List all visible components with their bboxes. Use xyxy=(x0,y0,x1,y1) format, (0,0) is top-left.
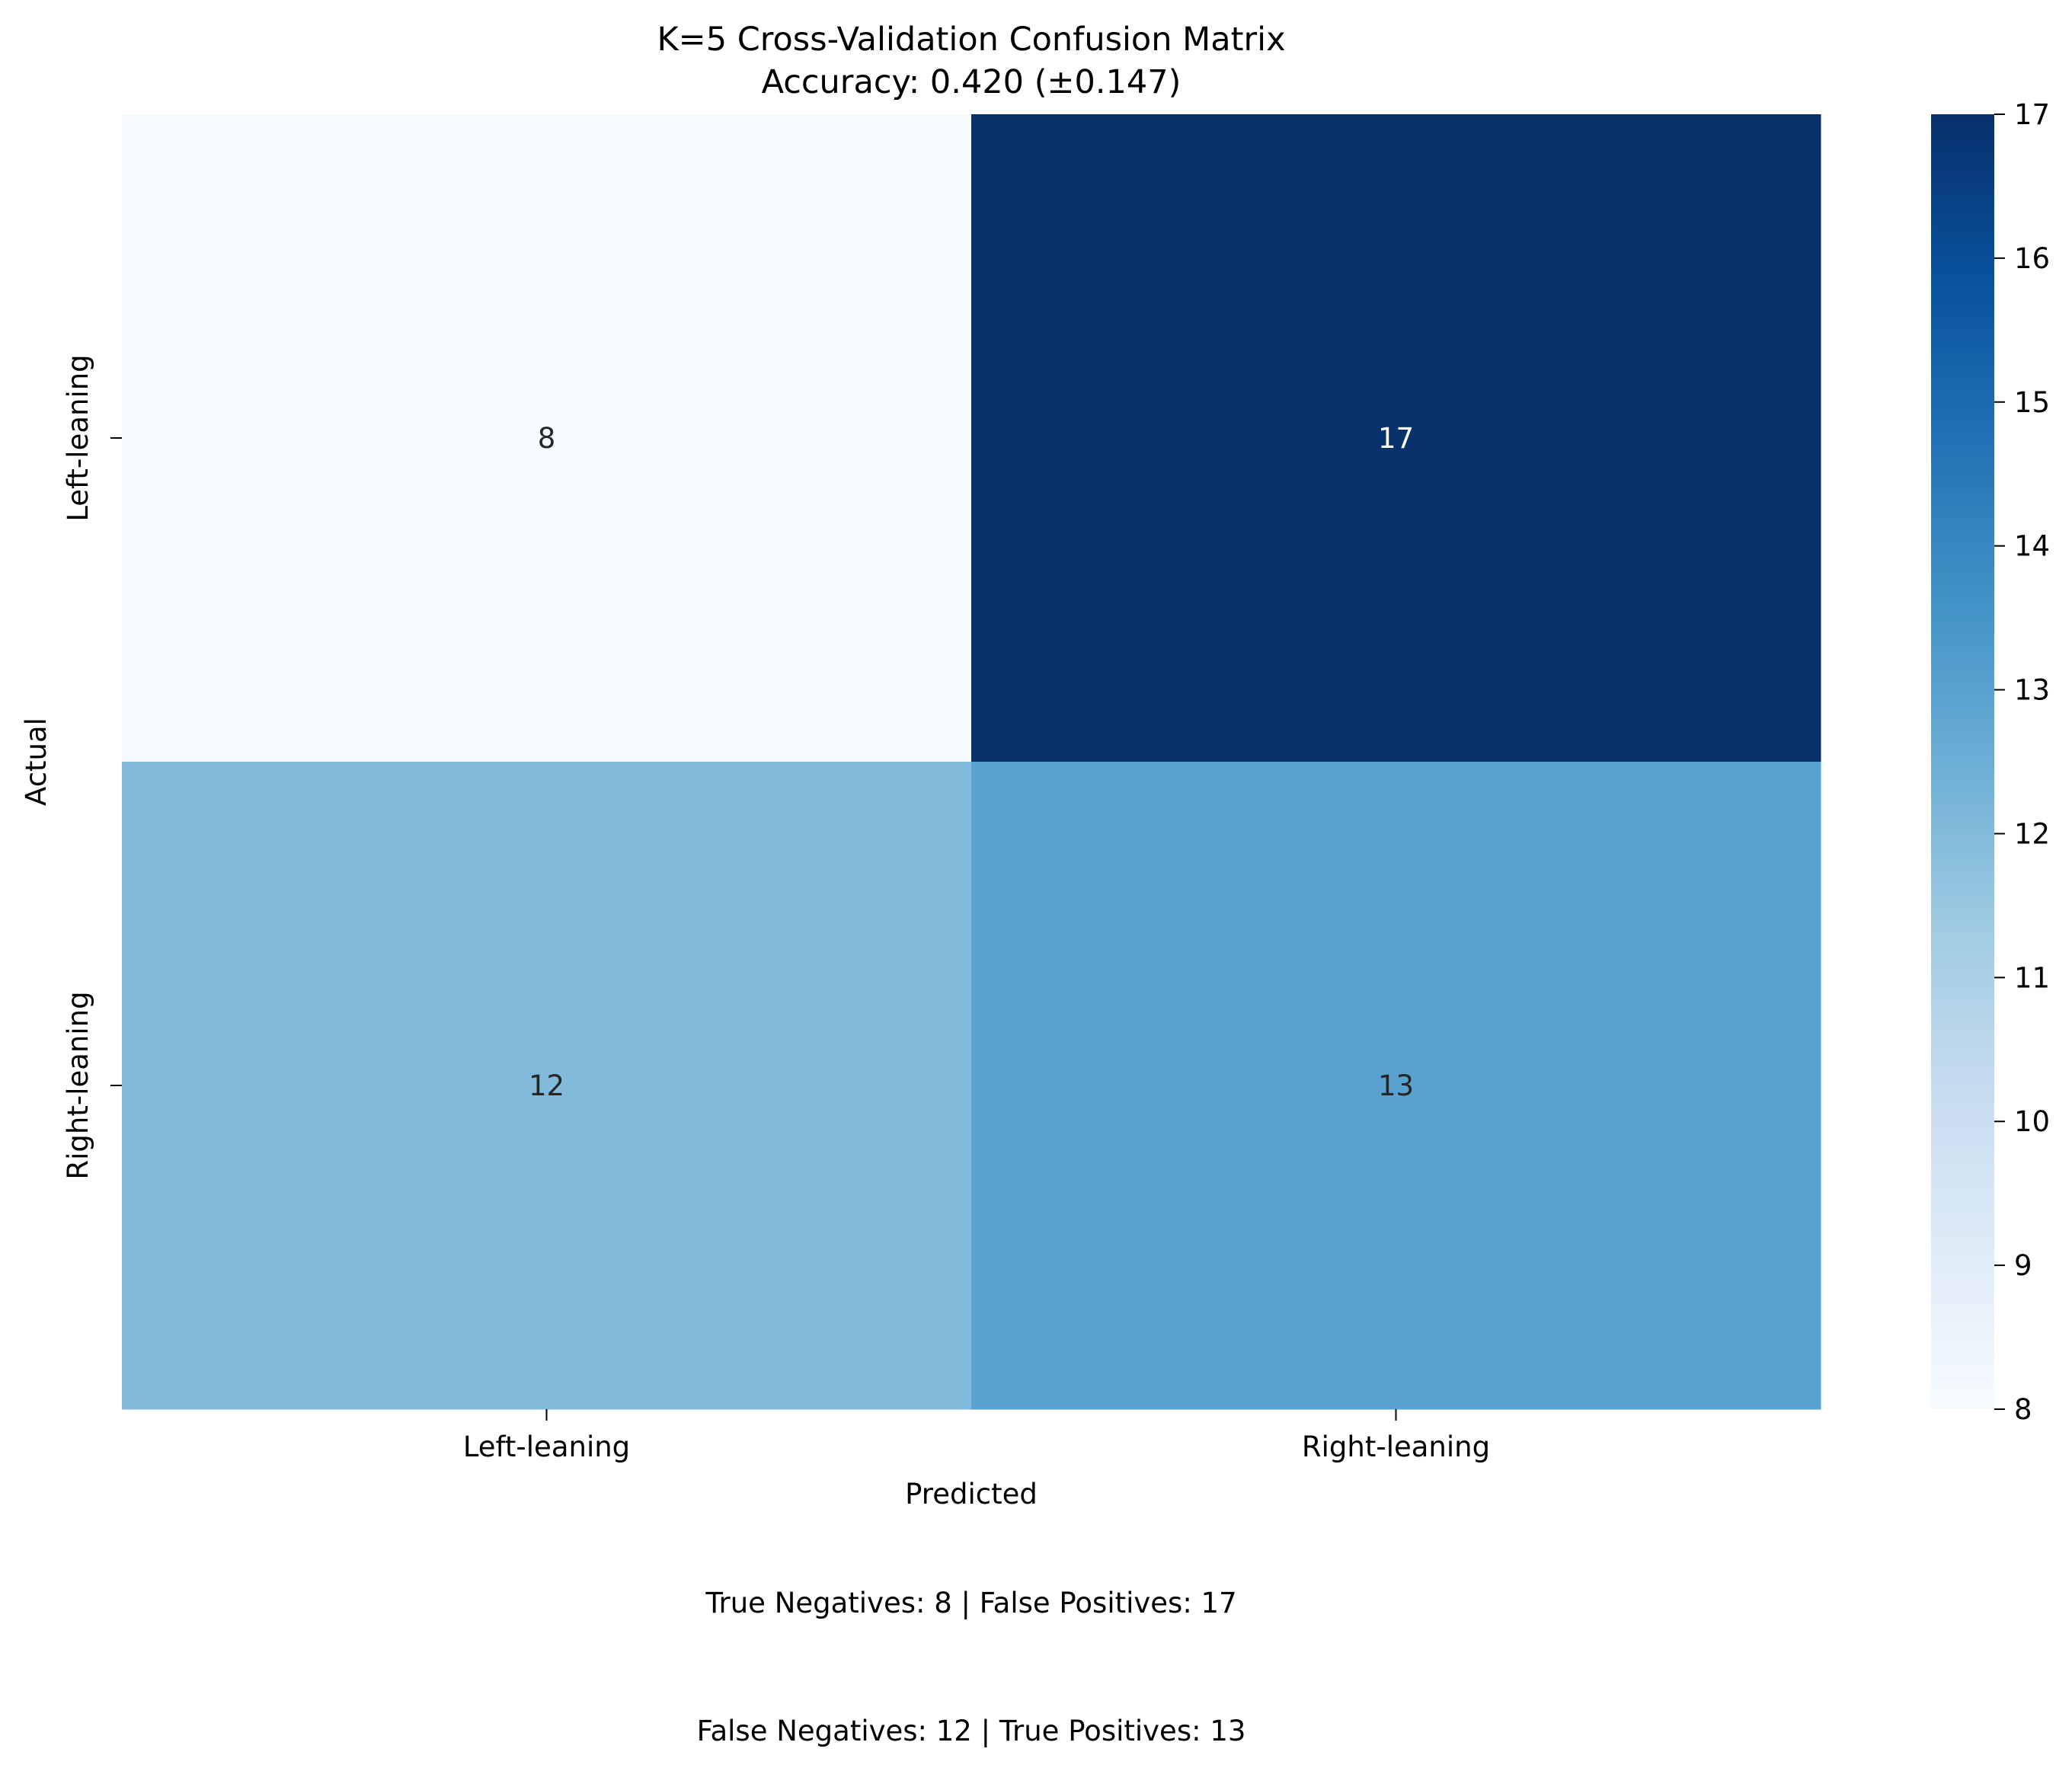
chart-title: K=5 Cross-Validation Confusion Matrix Ac… xyxy=(657,21,1285,101)
summary-annotation-line-1: True Negatives: 8 | False Positives: 17 xyxy=(705,1587,1236,1619)
colorbar-tick-label: 12 xyxy=(2014,817,2050,850)
heatmap-cell xyxy=(971,762,1821,1410)
colorbar-tick-label: 13 xyxy=(2014,674,2050,707)
x-axis-ticks: Left-leaning Right-leaning xyxy=(463,1409,1490,1463)
colorbar-tick-label: 14 xyxy=(2014,530,2050,563)
heatmap-cell-value: 13 xyxy=(1378,1069,1414,1102)
y-axis-label: Actual xyxy=(20,718,53,806)
heatmap-cell xyxy=(122,114,972,762)
colorbar-tick-label: 17 xyxy=(2014,98,2050,131)
y-tick-label: Left-leaning xyxy=(62,354,94,521)
colorbar-tick-label: 16 xyxy=(2014,242,2050,275)
heatmap-cell xyxy=(122,762,972,1410)
colorbar-tick-label: 11 xyxy=(2014,961,2050,994)
x-tick-label: Left-leaning xyxy=(463,1431,630,1463)
x-tick-label: Right-leaning xyxy=(1302,1431,1490,1463)
chart-title-line-2: Accuracy: 0.420 (±0.147) xyxy=(762,63,1181,101)
summary-annotation-line-2: False Negatives: 12 | True Positives: 13 xyxy=(697,1715,1246,1747)
heatmap-cell-value: 12 xyxy=(529,1069,564,1102)
chart-title-line-1: K=5 Cross-Validation Confusion Matrix xyxy=(657,21,1285,59)
heatmap-cell xyxy=(971,114,1821,762)
colorbar-tick-label: 9 xyxy=(2014,1249,2032,1282)
colorbar-tick-label: 10 xyxy=(2014,1105,2050,1138)
heatmap-cells xyxy=(122,114,1821,1410)
colorbar-tick-label: 15 xyxy=(2014,386,2050,419)
heatmap-cell-labels: 8 17 12 13 xyxy=(529,422,1414,1102)
heatmap-cell-value: 8 xyxy=(538,422,556,455)
y-tick-label: Right-leaning xyxy=(62,991,94,1179)
x-axis-label: Predicted xyxy=(905,1478,1038,1510)
heatmap-cell-value: 17 xyxy=(1378,422,1414,455)
colorbar-tick-label: 8 xyxy=(2014,1393,2032,1426)
colorbar: 8 9 10 11 12 13 14 15 16 17 xyxy=(1931,98,2050,1426)
y-axis-ticks: Left-leaning Right-leaning xyxy=(62,354,122,1180)
colorbar-gradient xyxy=(1931,114,1994,1409)
colorbar-ticks: 8 9 10 11 12 13 14 15 16 17 xyxy=(1994,98,2050,1426)
